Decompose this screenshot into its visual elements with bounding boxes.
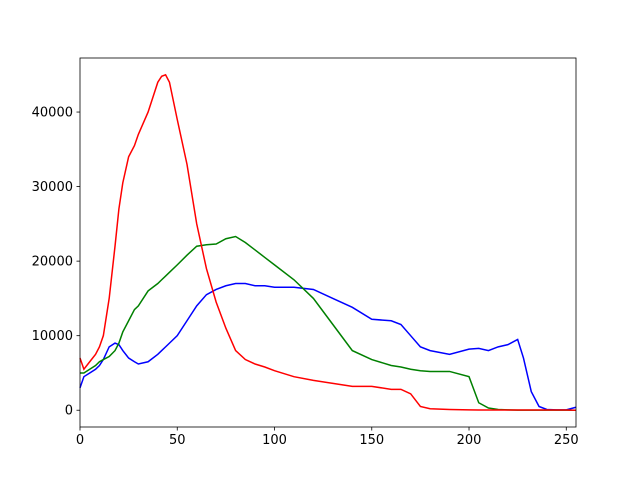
series-line	[79, 73, 577, 411]
x-tick-label: 100	[262, 433, 287, 448]
x-tick-label: 0	[76, 433, 84, 448]
y-tick-label: 20000	[32, 255, 73, 270]
x-tick-label: 150	[359, 433, 384, 448]
x-tick-label: 200	[457, 433, 482, 448]
y-tick-label: 10000	[32, 329, 73, 344]
x-tick-label: 50	[169, 433, 186, 448]
axes-frame	[79, 57, 577, 428]
series-line	[79, 282, 577, 411]
y-tick-label: 40000	[32, 106, 73, 121]
y-tick-label: 30000	[32, 180, 73, 195]
y-tick-label: 0	[65, 404, 73, 419]
x-tick-label: 250	[554, 433, 579, 448]
